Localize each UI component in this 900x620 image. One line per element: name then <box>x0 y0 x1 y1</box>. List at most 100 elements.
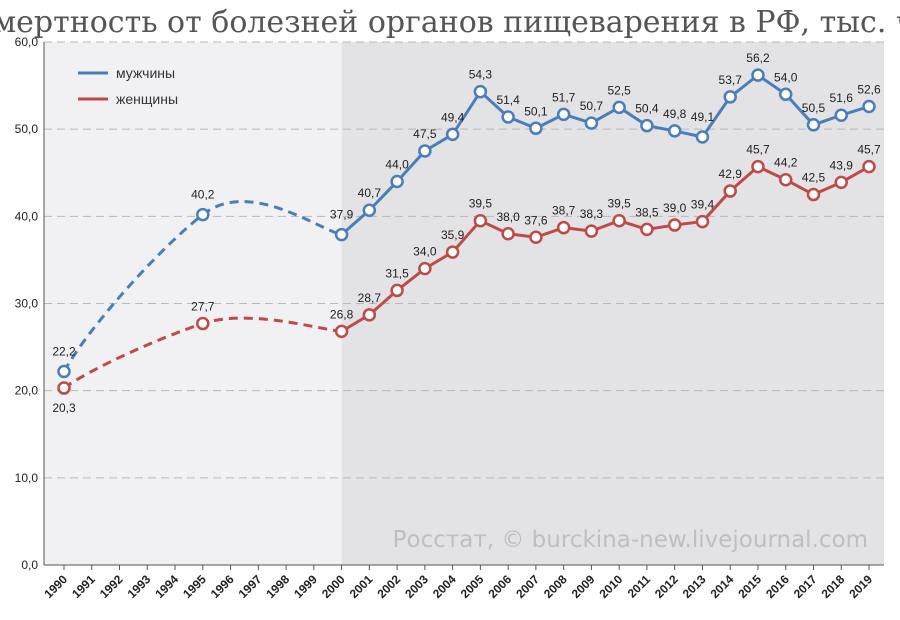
series-1-point <box>778 172 793 187</box>
series-0-point <box>667 124 682 138</box>
x-tick-label: 2014 <box>708 572 737 601</box>
series-1-data-label: 39,5 <box>469 197 493 211</box>
x-tick-label: 2011 <box>625 572 654 601</box>
x-tick-label: 2012 <box>652 572 681 601</box>
y-tick-label: 60,0 <box>15 35 39 49</box>
series-0-point <box>501 110 515 124</box>
series-1-point <box>473 213 488 228</box>
series-1-point <box>57 381 71 395</box>
series-1-point <box>418 261 432 276</box>
series-1-data-label: 27,7 <box>191 300 215 314</box>
series-0-data-label: 44,0 <box>385 157 409 171</box>
series-1-data-label: 20,3 <box>52 401 76 415</box>
legend-label-1: женщины <box>116 91 178 107</box>
series-1-point <box>806 187 821 202</box>
x-tick-label: 2015 <box>735 572 764 601</box>
y-tick-label: 20,0 <box>15 384 39 398</box>
x-tick-label: 2019 <box>846 572 875 601</box>
series-1-data-label: 38,0 <box>496 210 520 224</box>
series-0-point <box>834 108 848 122</box>
series-1-data-label: 38,7 <box>552 204 576 218</box>
chart-title: Смертность от болезней органов пищеварен… <box>0 5 900 40</box>
series-1-data-label: 38,3 <box>580 207 604 221</box>
series-0-point <box>445 127 460 142</box>
x-tick-label: 2005 <box>458 572 487 601</box>
series-1-point <box>362 308 377 322</box>
x-tick-label: 2016 <box>763 572 792 601</box>
series-0-point <box>751 68 765 82</box>
series-0-data-label: 51,4 <box>496 93 520 107</box>
x-tick-label: 1999 <box>291 572 320 601</box>
series-1-data-label: 39,0 <box>663 201 687 215</box>
series-0-data-label: 40,7 <box>358 186 382 200</box>
series-0-point <box>57 364 71 379</box>
series-0-data-label: 53,7 <box>719 73 743 87</box>
x-tick-label: 2001 <box>347 572 376 601</box>
series-0-point <box>418 144 432 158</box>
x-tick-label: 1996 <box>208 572 237 601</box>
x-tick-label: 2004 <box>430 572 459 601</box>
series-0-data-label: 49,4 <box>441 110 465 124</box>
series-1-point <box>334 324 349 339</box>
series-1-point <box>834 175 848 190</box>
x-tick-label: 2010 <box>597 572 626 601</box>
y-tick-label: 30,0 <box>15 297 39 311</box>
series-1-data-label: 34,0 <box>413 245 437 259</box>
x-tick-label: 1995 <box>180 572 209 601</box>
series-1-data-label: 28,7 <box>358 291 382 305</box>
series-0-data-label: 52,5 <box>607 83 631 97</box>
x-tick-label: 2006 <box>485 572 514 601</box>
series-0-data-label: 51,6 <box>830 91 854 105</box>
series-0-point <box>778 87 793 102</box>
series-1-point <box>390 283 404 298</box>
series-0-data-label: 52,6 <box>857 83 881 97</box>
series-1-point <box>751 159 765 174</box>
x-tick-label: 2003 <box>402 572 431 601</box>
series-0-data-label: 50,1 <box>524 104 548 118</box>
x-tick-label: 1990 <box>41 572 70 601</box>
series-1-data-label: 45,7 <box>746 143 770 157</box>
x-tick-label: 2002 <box>374 572 403 601</box>
x-tick-label: 2018 <box>819 572 848 601</box>
x-tick-label: 2000 <box>319 572 348 601</box>
series-0-point <box>584 116 599 130</box>
series-0-data-label: 56,2 <box>746 51 770 65</box>
series-0-point <box>362 203 377 217</box>
x-tick-label: 2017 <box>791 572 820 601</box>
plot-area: 0,010,020,030,040,050,060,01990199119921… <box>15 35 885 601</box>
source-watermark: Росстат, © burckina-new.livejournal.com <box>393 527 868 553</box>
series-1-point <box>529 230 543 245</box>
series-0-data-label: 47,5 <box>413 127 437 141</box>
series-0-point <box>390 174 404 189</box>
x-tick-label: 2008 <box>541 572 570 601</box>
y-tick-label: 10,0 <box>15 471 39 485</box>
series-0-data-label: 50,7 <box>580 99 604 113</box>
series-0-point <box>334 227 349 242</box>
series-0-data-label: 54,0 <box>774 70 798 84</box>
series-0-point <box>556 107 571 122</box>
series-1-data-label: 45,7 <box>857 143 881 157</box>
series-0-data-label: 49,8 <box>663 107 687 121</box>
series-1-point <box>667 218 682 232</box>
x-tick-label: 2007 <box>513 572 542 601</box>
series-1-data-label: 38,5 <box>635 205 659 219</box>
series-1-point <box>612 213 626 228</box>
shaded-period-background <box>341 42 885 565</box>
x-tick-label: 2009 <box>569 572 598 601</box>
series-1-point <box>862 159 876 174</box>
series-1-point <box>501 227 515 241</box>
series-1-point <box>196 316 210 331</box>
series-1-point <box>584 224 599 238</box>
y-tick-label: 50,0 <box>15 122 39 136</box>
series-1-data-label: 39,4 <box>691 198 715 212</box>
x-tick-label: 1997 <box>236 572 265 601</box>
series-0-point <box>695 130 710 144</box>
series-1-point <box>556 220 571 235</box>
series-0-data-label: 51,7 <box>552 90 576 104</box>
series-0-data-label: 49,1 <box>691 110 715 124</box>
series-1-data-label: 39,5 <box>607 197 631 211</box>
series-0-point <box>612 100 626 115</box>
x-tick-label: 1998 <box>263 572 292 601</box>
series-1-point <box>695 214 710 229</box>
series-0-data-label: 50,4 <box>635 102 659 116</box>
